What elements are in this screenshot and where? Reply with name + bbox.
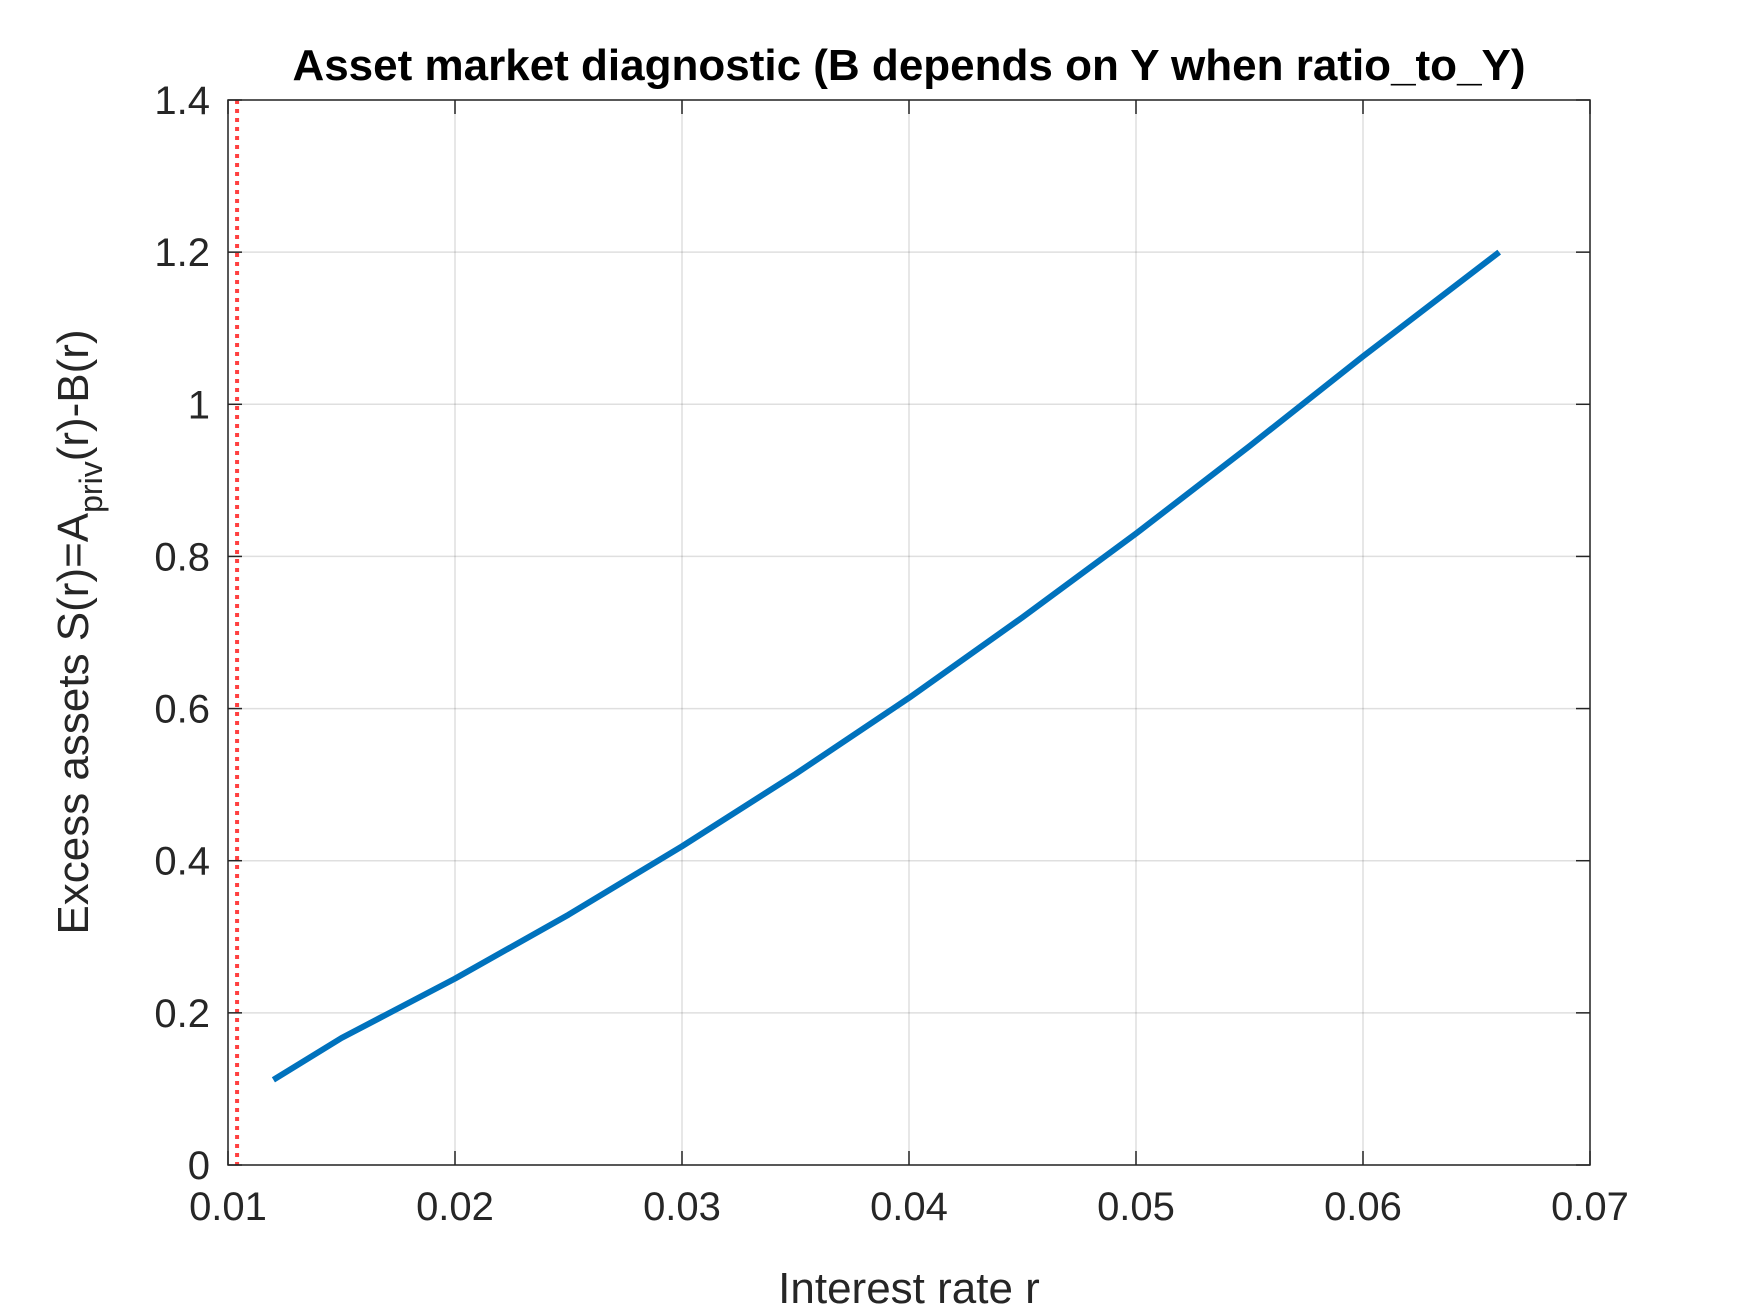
y-tick-label: 1.4 bbox=[154, 79, 210, 123]
x-axis-label: Interest rate r bbox=[778, 1264, 1040, 1313]
x-tick-labels: 0.01 0.02 0.03 0.04 0.05 0.06 0.07 bbox=[189, 1185, 1629, 1229]
y-tick-labels: 0 0.2 0.4 0.6 0.8 1 1.2 1.4 bbox=[154, 79, 210, 1188]
y-tick-label: 0 bbox=[188, 1144, 210, 1188]
x-tick-label: 0.04 bbox=[870, 1185, 948, 1229]
y-tick-label: 1 bbox=[188, 383, 210, 427]
y-axis-label-prefix: Excess assets S(r)=A bbox=[49, 512, 98, 934]
x-tick-label: 0.01 bbox=[189, 1185, 267, 1229]
plot-background bbox=[228, 100, 1590, 1165]
ticks bbox=[227, 99, 1591, 1166]
y-tick-label: 0.2 bbox=[154, 992, 210, 1036]
x-tick-label: 0.02 bbox=[416, 1185, 494, 1229]
chart-title: Asset market diagnostic (B depends on Y … bbox=[292, 41, 1525, 90]
x-tick-label: 0.07 bbox=[1551, 1185, 1629, 1229]
series-group bbox=[271, 249, 1502, 1083]
y-axis-label-subscript: priv bbox=[73, 461, 109, 513]
x-tick-label: 0.05 bbox=[1097, 1185, 1175, 1229]
y-tick-label: 0.6 bbox=[154, 688, 210, 732]
y-tick-label: 0.4 bbox=[154, 840, 210, 884]
x-tick-label: 0.03 bbox=[643, 1185, 721, 1229]
series-line bbox=[271, 249, 1502, 1083]
y-axis-label: Excess assets S(r)=Apriv(r)-B(r) bbox=[49, 329, 109, 934]
y-tick-label: 1.2 bbox=[154, 231, 210, 275]
y-axis-label-suffix: (r)-B(r) bbox=[49, 329, 98, 461]
y-tick-label: 0.8 bbox=[154, 535, 210, 579]
x-tick-label: 0.06 bbox=[1324, 1185, 1402, 1229]
